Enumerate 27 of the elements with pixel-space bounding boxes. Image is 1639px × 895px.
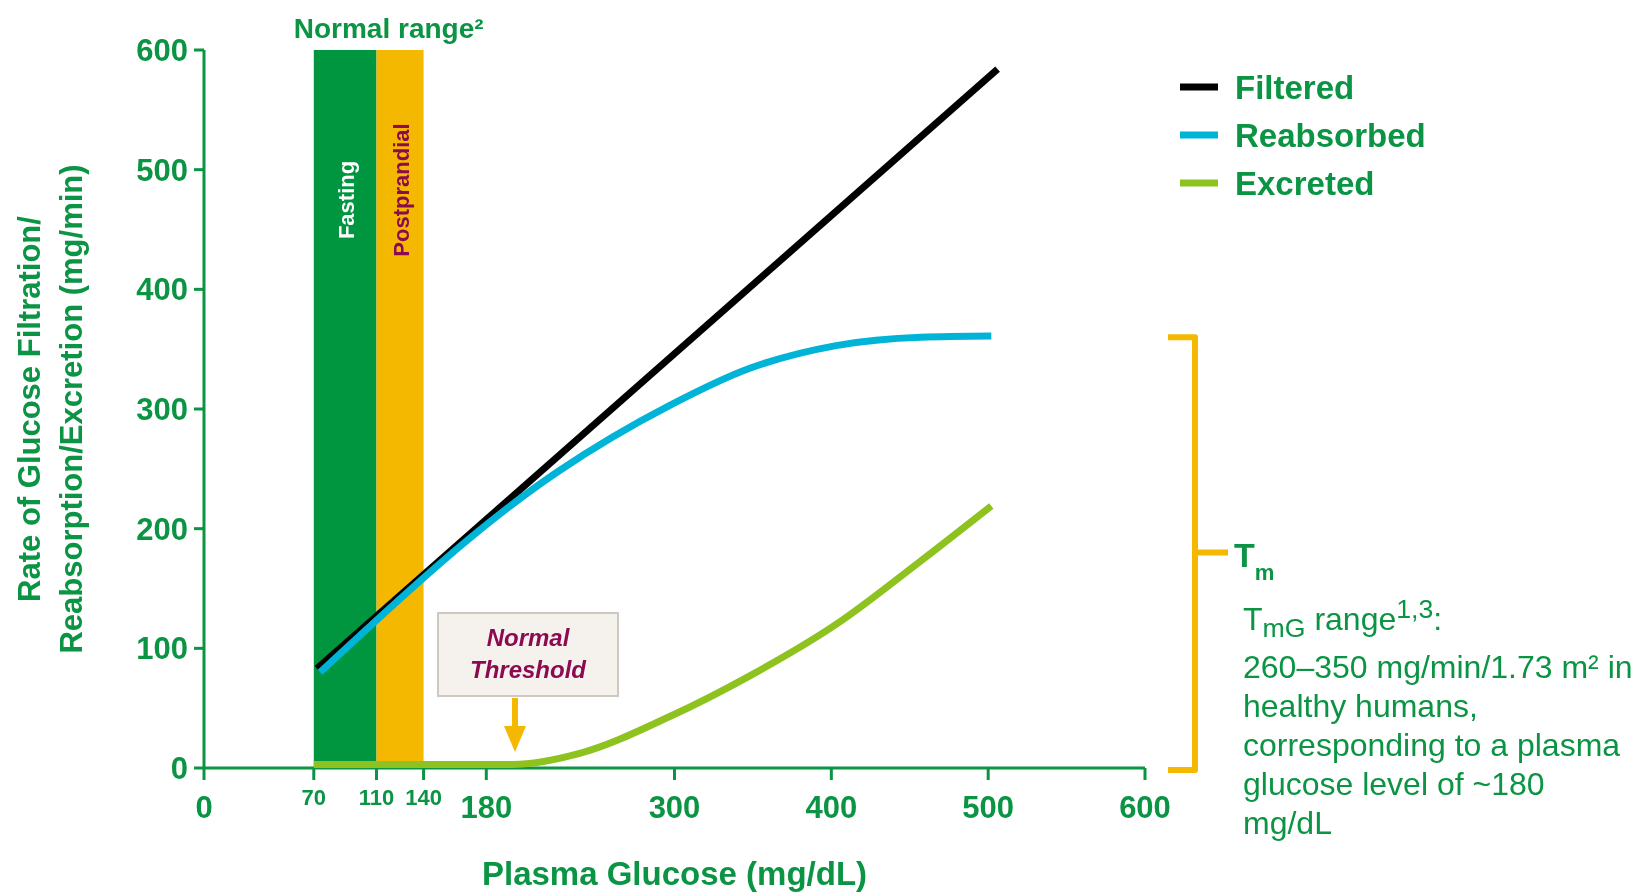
- band-label: Fasting: [334, 160, 360, 240]
- y-tick-label: 400: [136, 272, 188, 308]
- y-tick-label: 500: [136, 152, 188, 188]
- legend-label: Reabsorbed: [1235, 117, 1426, 154]
- y-axis-title: Rate of Glucose Filtration/ Reabsorption/Excretion (mg/min): [12, 164, 89, 654]
- x-tick-label: 500: [962, 790, 1015, 825]
- x-tick-label: 400: [805, 790, 858, 825]
- text: T$_{m}$: [1234, 535, 1275, 585]
- legend-label: Excreted: [1235, 165, 1375, 202]
- y-tick-label: 300: [136, 392, 188, 427]
- x-tick-label: 0: [195, 790, 213, 825]
- x-tick-label: 180: [460, 790, 513, 825]
- text: Normal range²: [293, 13, 484, 44]
- y-tick-label: 600: [136, 33, 188, 68]
- x-tick-label: 300: [648, 790, 701, 825]
- x-axis-title: Plasma Glucose (mg/dL): [481, 855, 868, 892]
- x-tick-label: 140: [405, 785, 442, 810]
- y-tick-label: 200: [136, 511, 188, 547]
- annotation: Normal Threshold: [469, 624, 588, 683]
- x-tick-label: 600: [1119, 790, 1171, 825]
- y-tick-label: 100: [136, 631, 188, 667]
- legend-label: Filtered: [1235, 69, 1355, 106]
- x-tick-label: 70: [301, 785, 327, 810]
- text: T$_{mG}$ range$^{1,3}$: 260–350 mg/min/1.73 m² in healthy humans, corresponding to a plasma glucose level of ~180 mg/dL: [1243, 594, 1633, 842]
- y-tick-label: 0: [170, 751, 188, 786]
- x-tick-label: 110: [358, 785, 395, 810]
- band-label: Postprandial: [389, 123, 415, 257]
